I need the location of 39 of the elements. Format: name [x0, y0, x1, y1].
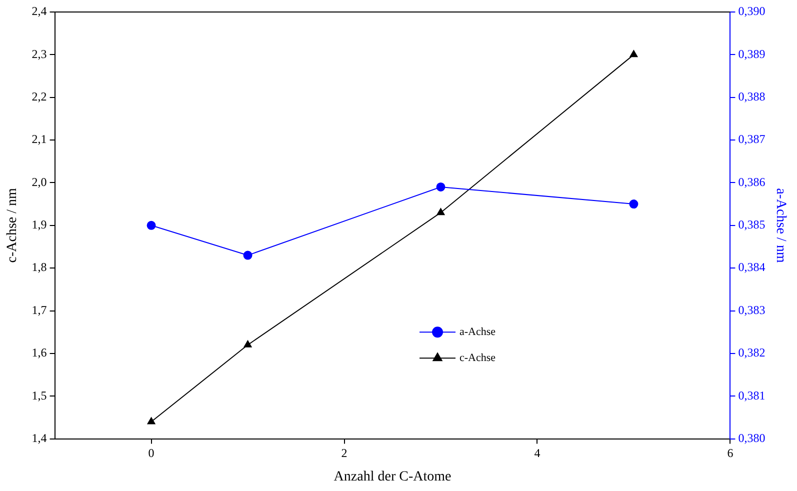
legend-label: a-Achse	[460, 326, 496, 338]
point	[243, 250, 252, 260]
point	[244, 340, 252, 348]
point	[630, 50, 638, 58]
point	[629, 200, 638, 209]
x-tick-label: 4	[534, 446, 540, 460]
y2-tick-label: 0,388	[738, 90, 766, 104]
y-tick-label: 1,4	[32, 430, 47, 445]
y2-tick-label: 0,381	[738, 388, 766, 402]
x-tick-label: 0	[148, 446, 154, 460]
y-tick-label: 2,3	[32, 46, 47, 61]
y-tick-label: 1,7	[32, 302, 47, 317]
legend-label: c-Achse	[460, 352, 496, 364]
y-tick-label: 2,4	[32, 4, 47, 18]
point	[146, 220, 156, 230]
y2-axis-title: a-Achse / nm	[772, 188, 788, 263]
x-tick-label: 6	[727, 446, 734, 460]
y-tick-label: 1,9	[32, 218, 47, 232]
y2-tick-label: 0,389	[738, 46, 766, 61]
point	[436, 182, 446, 192]
y2-tick-label: 0,382	[738, 346, 766, 360]
y2-tick-label: 0,385	[738, 218, 766, 232]
y2-tick-label: 0,387	[738, 132, 766, 146]
y-tick-label: 2,0	[32, 174, 47, 189]
y-tick-label: 2,2	[32, 90, 47, 104]
y-tick-label: 1,8	[32, 260, 47, 274]
point	[436, 208, 445, 216]
x-tick-label: 2	[341, 446, 348, 460]
point	[147, 417, 156, 424]
y2-tick-label: 0,390	[738, 4, 766, 18]
y-axis-title: c-Achse / nm	[5, 188, 20, 263]
y-tick-label: 2,1	[32, 132, 47, 146]
y2-tick-label: 0,384	[738, 260, 766, 274]
y-tick-label: 1,6	[32, 346, 47, 360]
y2-tick-label: 0,386	[738, 174, 766, 189]
y-tick-label: 1,5	[32, 388, 47, 402]
y2-tick-label: 0,380	[738, 430, 766, 445]
y2-tick-label: 0,383	[738, 302, 766, 317]
x-axis-title: Anzahl der C-Atome	[334, 469, 452, 484]
